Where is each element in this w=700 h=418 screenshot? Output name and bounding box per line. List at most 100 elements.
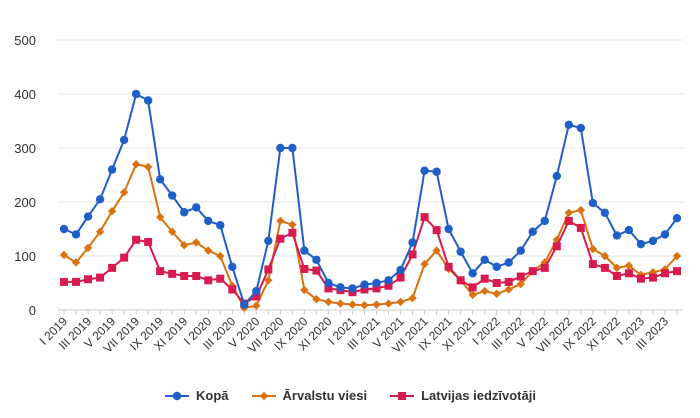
- y-tick-label: 100: [14, 249, 36, 264]
- data-point: [155, 175, 165, 184]
- data-point: [276, 143, 285, 153]
- data-point: [600, 251, 610, 261]
- data-point: [59, 224, 69, 234]
- data-point: [180, 241, 189, 250]
- data-point: [252, 292, 261, 301]
- data-point: [636, 239, 646, 249]
- data-point: [192, 203, 201, 212]
- legend-item[interactable]: Kopā: [164, 388, 229, 403]
- y-tick-label: 300: [14, 141, 36, 156]
- data-point: [408, 250, 417, 259]
- data-point: [612, 263, 622, 273]
- data-point: [288, 228, 297, 237]
- data-point: [324, 278, 333, 288]
- data-point: [252, 286, 261, 296]
- data-point: [131, 160, 141, 169]
- data-point: [143, 162, 153, 172]
- data-point: [420, 213, 429, 222]
- data-point: [143, 96, 153, 105]
- data-point: [444, 224, 453, 234]
- legend-item[interactable]: Ārvalstu viesi: [251, 388, 368, 403]
- legend-item[interactable]: Latvijas iedzīvotāji: [389, 388, 536, 403]
- data-point: [119, 188, 129, 197]
- data-point: [480, 255, 489, 264]
- legend-symbol: [165, 391, 190, 400]
- data-point: [119, 135, 129, 145]
- legend-label: Kopā: [196, 388, 229, 403]
- legend-marker: [398, 391, 407, 400]
- data-point: [588, 244, 598, 254]
- legend-symbol: [251, 391, 276, 400]
- data-point: [432, 226, 441, 235]
- data-point: [588, 198, 598, 208]
- data-point: [132, 235, 141, 244]
- data-point: [336, 283, 345, 292]
- data-point: [84, 275, 93, 284]
- data-point: [408, 238, 417, 247]
- data-point: [456, 247, 465, 256]
- data-point: [516, 279, 525, 289]
- data-point: [83, 212, 93, 221]
- data-point: [660, 230, 670, 239]
- data-point: [480, 274, 489, 283]
- data-point: [96, 273, 105, 282]
- data-point: [672, 251, 682, 261]
- data-point: [180, 271, 189, 280]
- data-point: [324, 284, 333, 293]
- data-point: [648, 273, 657, 282]
- data-point: [576, 123, 586, 133]
- legend-marker: [172, 391, 182, 400]
- data-point: [648, 236, 658, 246]
- data-point: [660, 269, 669, 278]
- data-point: [504, 285, 513, 294]
- data-point: [192, 271, 201, 280]
- data-point: [636, 274, 645, 283]
- data-point: [288, 220, 297, 229]
- data-point: [432, 246, 441, 255]
- data-point: [348, 284, 357, 293]
- data-point: [60, 277, 69, 286]
- data-point: [276, 216, 285, 226]
- data-point: [360, 285, 369, 294]
- data-point: [216, 251, 225, 261]
- data-point: [516, 246, 525, 255]
- data-point: [204, 276, 213, 285]
- data-point: [372, 300, 381, 309]
- data-point: [252, 301, 261, 310]
- data-point: [155, 212, 165, 222]
- data-point: [264, 236, 273, 246]
- data-point: [624, 269, 633, 278]
- data-point: [144, 237, 153, 246]
- data-point: [384, 276, 393, 285]
- data-point: [156, 267, 165, 276]
- data-point: [420, 259, 429, 269]
- data-point: [492, 289, 501, 298]
- data-point: [204, 216, 213, 226]
- data-point: [588, 260, 597, 269]
- data-point: [564, 208, 574, 217]
- data-point: [504, 258, 513, 267]
- data-point: [624, 261, 634, 270]
- data-point: [396, 297, 405, 307]
- data-point: [552, 171, 561, 181]
- data-point: [612, 231, 622, 240]
- data-point: [348, 300, 357, 309]
- data-point: [95, 227, 105, 236]
- data-point: [384, 281, 393, 290]
- data-point: [216, 274, 225, 283]
- y-tick-label: 500: [14, 33, 36, 48]
- data-point: [528, 227, 537, 236]
- data-point: [83, 243, 93, 253]
- data-point: [384, 299, 393, 308]
- data-point: [468, 269, 477, 278]
- data-point: [432, 167, 441, 176]
- data-point: [300, 285, 309, 295]
- data-point: [95, 195, 105, 204]
- data-point: [131, 89, 141, 99]
- legend-label: Latvijas iedzīvotāji: [421, 388, 536, 403]
- legend-label: Ārvalstu viesi: [282, 388, 368, 403]
- data-point: [264, 265, 273, 274]
